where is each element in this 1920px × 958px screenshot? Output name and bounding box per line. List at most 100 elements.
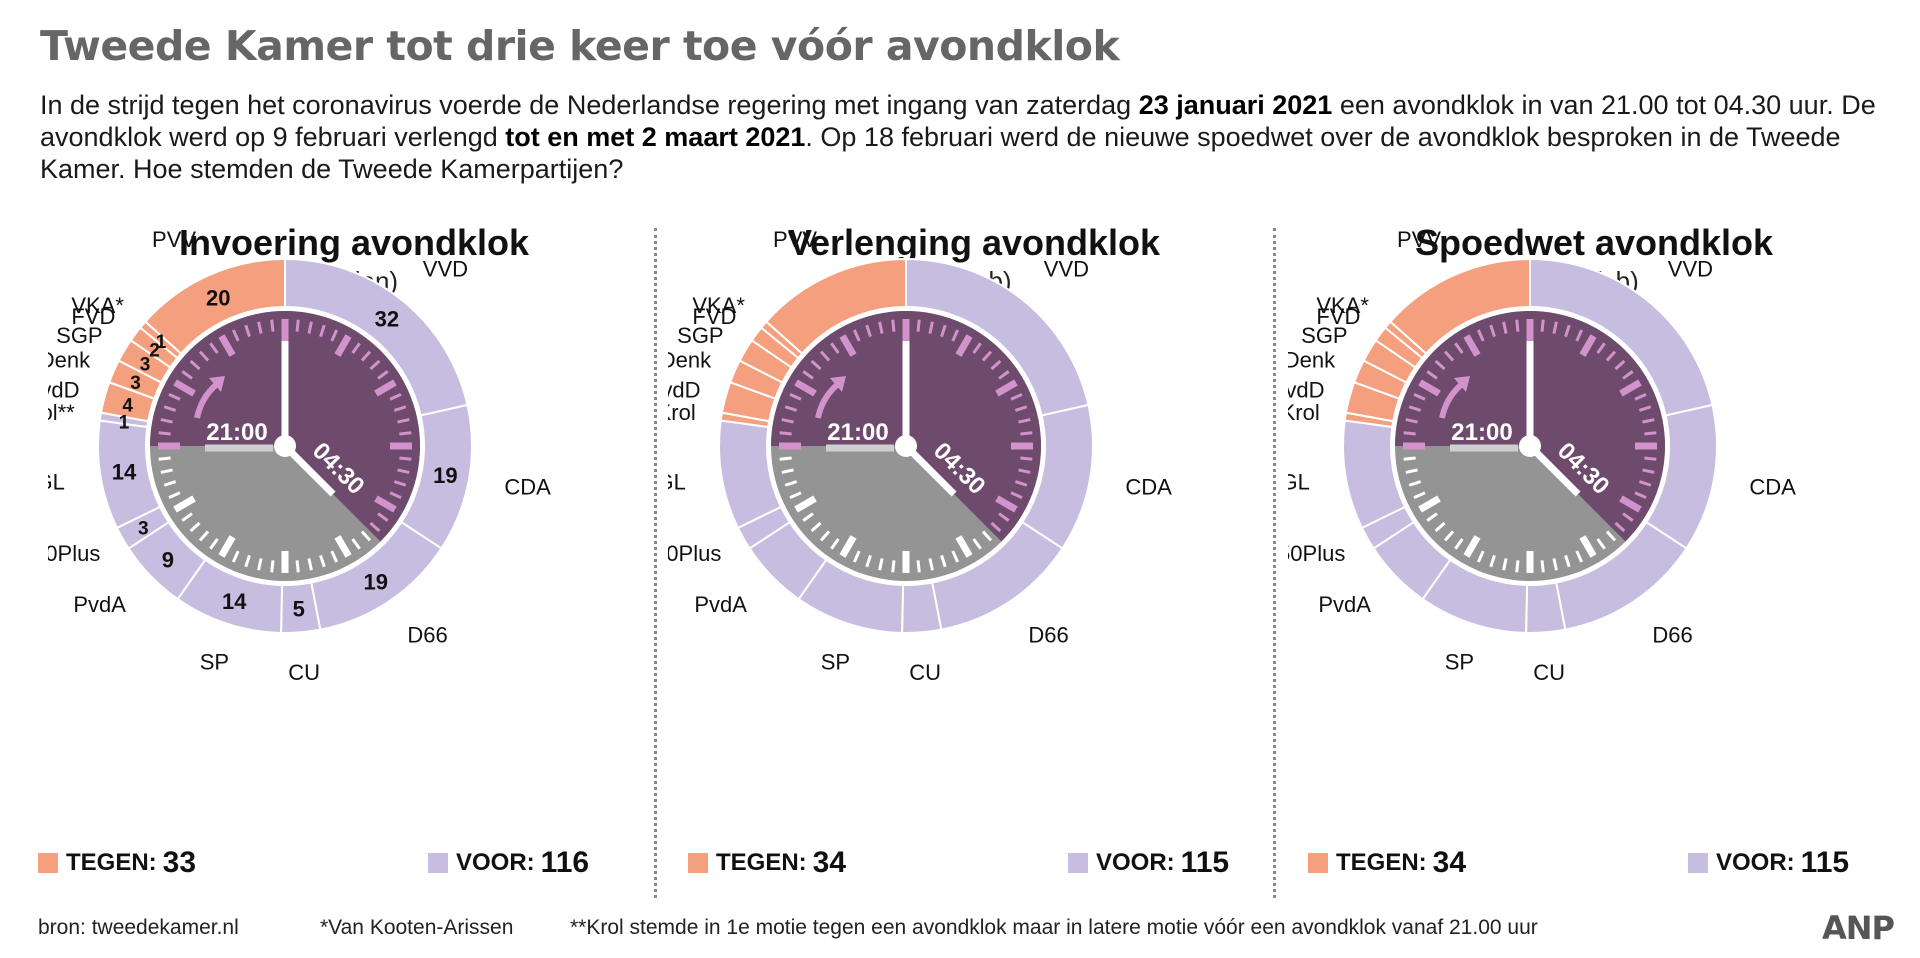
tegen-total: TEGEN: 34 <box>1308 846 1466 880</box>
hour-tick <box>374 495 397 513</box>
minute-tick <box>784 405 798 412</box>
party-label-pvda: PvdA <box>694 592 747 617</box>
minute-tick <box>1014 480 1028 487</box>
party-label-cu: CU <box>288 660 320 685</box>
tegen-swatch <box>1308 853 1328 873</box>
minute-tick <box>951 329 960 342</box>
tegen-label: TEGEN: <box>66 849 157 876</box>
minute-tick <box>1476 329 1485 342</box>
minute-tick <box>784 480 798 487</box>
party-label-cda: CDA <box>1749 474 1796 499</box>
tegen-label: TEGEN: <box>1336 849 1427 876</box>
minute-tick <box>1014 405 1028 412</box>
minute-tick <box>1020 456 1033 461</box>
chart-title: Verlenging avondklok <box>787 222 1161 263</box>
clock-chart: 21:0004:30VVDCDAD66CUSPPvdA50PlusGLKrolP… <box>1288 227 1796 685</box>
minute-tick <box>360 350 372 362</box>
clock-hub <box>1519 435 1541 457</box>
seat-value-vka: 1 <box>156 332 167 353</box>
minute-tick <box>319 554 326 568</box>
minute-tick <box>163 480 177 487</box>
tegen-value: 33 <box>162 846 197 879</box>
party-label-sp: SP <box>1445 650 1474 675</box>
chart-panel-invoering: Invoering avondklok (21 jan) 21:0004:30V… <box>38 218 660 890</box>
minute-tick <box>802 370 814 380</box>
minute-tick <box>189 359 201 371</box>
hour-tick <box>218 535 236 558</box>
minute-tick <box>307 321 313 334</box>
minute-tick <box>1564 324 1571 338</box>
voor-label: VOOR: <box>1096 849 1175 876</box>
party-label-pvv: PVV <box>773 227 817 252</box>
minute-tick <box>789 491 802 500</box>
minute-tick <box>1489 554 1496 568</box>
minute-tick <box>1018 418 1031 424</box>
minute-tick <box>1634 392 1647 401</box>
minute-tick <box>1575 550 1584 563</box>
minute-tick <box>1403 456 1416 461</box>
chart-title: Invoering avondklok <box>178 222 530 263</box>
minute-tick <box>852 329 861 342</box>
minute-tick <box>865 324 872 338</box>
seat-value-cda: 19 <box>433 463 457 488</box>
minute-tick <box>389 392 402 401</box>
minute-tick <box>1413 392 1426 401</box>
hour-tick <box>955 334 973 357</box>
minute-tick <box>928 558 934 571</box>
minute-tick <box>1552 321 1558 334</box>
minute-tick <box>1443 350 1455 362</box>
minute-tick <box>810 359 822 371</box>
minute-tick <box>369 521 381 533</box>
party-label-krol: Krol <box>1288 400 1320 425</box>
minute-tick <box>158 431 171 436</box>
minute-tick <box>231 329 240 342</box>
minute-tick <box>916 319 921 332</box>
minute-tick <box>1515 319 1520 332</box>
hour-tick <box>995 379 1018 397</box>
hour-tick <box>1418 379 1441 397</box>
minute-tick <box>830 342 840 354</box>
tegen-total: TEGEN: 33 <box>38 846 196 880</box>
minute-tick <box>830 538 840 550</box>
clock-hub <box>274 435 296 457</box>
party-label-50plus: 50Plus <box>48 541 100 566</box>
minute-tick <box>330 329 339 342</box>
party-label-vvd: VVD <box>1668 257 1713 282</box>
minute-tick <box>1502 558 1508 571</box>
minute-tick <box>1614 359 1626 371</box>
voor-total: VOOR: 115 <box>1688 846 1849 880</box>
minute-tick <box>1405 468 1418 474</box>
party-label-fvd: FVD <box>71 304 115 329</box>
minute-tick <box>1642 468 1655 474</box>
minute-tick <box>198 350 210 362</box>
hour-hand <box>1527 443 1581 497</box>
minute-tick <box>940 324 947 338</box>
voor-label: VOOR: <box>456 849 535 876</box>
seat-value-denk: 3 <box>130 373 141 394</box>
hour-tick <box>1619 379 1642 397</box>
minute-tick <box>160 468 173 474</box>
seat-value-gl: 14 <box>112 460 137 485</box>
minute-tick <box>1614 521 1626 533</box>
start-time-label: 21:00 <box>206 419 267 446</box>
minute-tick <box>397 418 410 424</box>
minute-tick <box>951 550 960 563</box>
minute-tick <box>1413 491 1426 500</box>
minute-tick <box>270 319 275 332</box>
minute-tick <box>319 324 326 338</box>
minute-tick <box>163 405 177 412</box>
minute-tick <box>1552 558 1558 571</box>
minute-tick <box>1020 431 1033 436</box>
seat-segment-pvv <box>1388 257 1531 355</box>
party-label-pvv: PVV <box>1397 227 1441 252</box>
party-label-50plus: 50Plus <box>1288 541 1345 566</box>
seat-segment-pvv <box>764 257 907 355</box>
minute-tick <box>168 491 181 500</box>
voor-swatch <box>1688 853 1708 873</box>
minute-tick <box>351 538 361 550</box>
anp-logo: ANP <box>1822 909 1895 947</box>
hour-tick <box>334 334 352 357</box>
hour-tick <box>1418 495 1441 513</box>
minute-tick <box>393 480 407 487</box>
party-label-50plus: 50Plus <box>668 541 721 566</box>
